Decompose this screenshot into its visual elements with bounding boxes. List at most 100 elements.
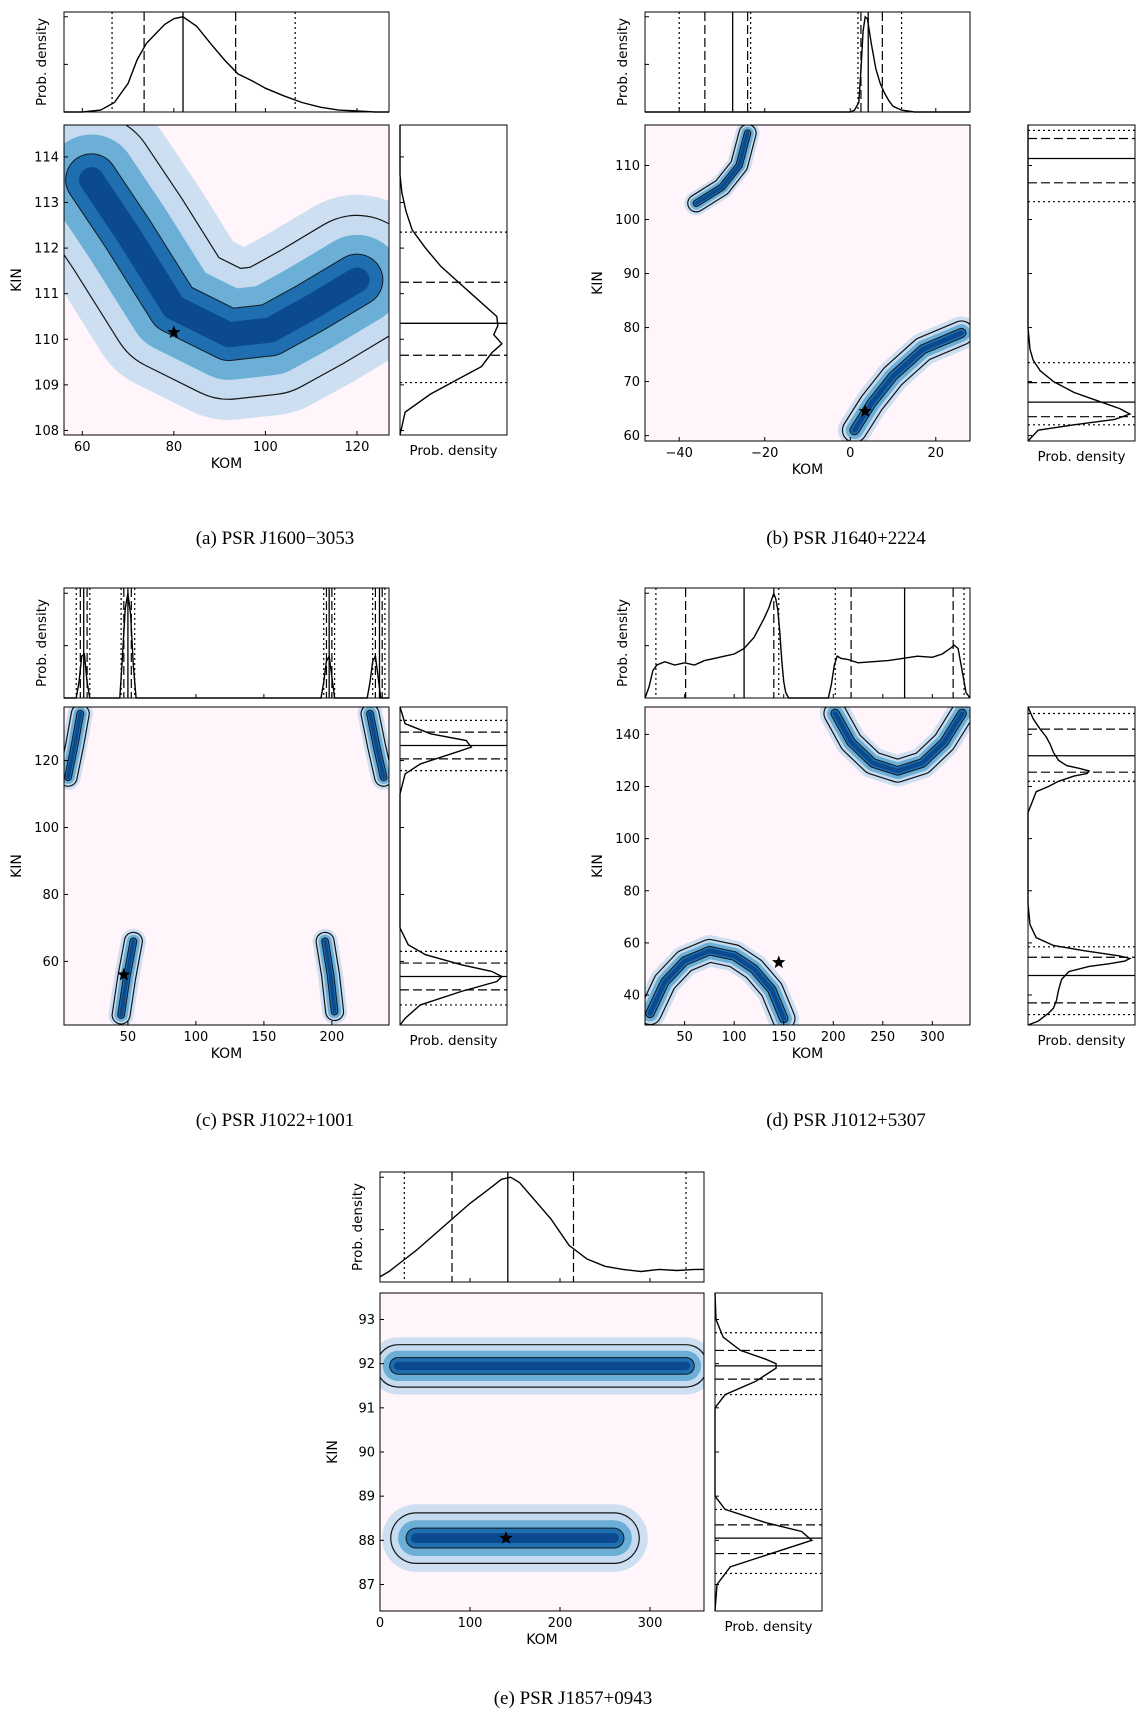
right-marginal-density-curve xyxy=(1027,125,1132,442)
right-marginal-density-curve xyxy=(1027,706,1132,1026)
x-tick-label: 300 xyxy=(638,1616,663,1631)
y-tick-label: 91 xyxy=(358,1401,375,1416)
top-marginal-density-curve xyxy=(379,1176,704,1278)
top-marginal-density-curve xyxy=(64,593,389,699)
x-tick-label: 250 xyxy=(870,1030,895,1045)
true-value-star xyxy=(499,1531,513,1544)
y-tick-label: 111 xyxy=(34,287,59,302)
right-marginal-xlabel: Prob. density xyxy=(409,443,497,459)
y-tick-label: 100 xyxy=(34,821,59,836)
main-axes-frame xyxy=(63,124,390,436)
y-tick-label: 100 xyxy=(615,832,640,847)
y-tick-label: 140 xyxy=(615,728,640,743)
corner-plot-e: 0 100 200 300 87 88 89 90 91 92 93 KOM KIN Prob. dens… xyxy=(325,1171,823,1648)
density-max xyxy=(368,711,386,780)
x-axis-label: KOM xyxy=(792,1046,824,1062)
true-value-star xyxy=(772,955,786,969)
y-tick-label: 109 xyxy=(34,378,59,393)
x-axis-label: KOM xyxy=(792,462,824,478)
x-tick-label: 300 xyxy=(920,1030,945,1045)
density-region xyxy=(645,707,970,1025)
top-marginal-ylabel: Prob. density xyxy=(34,599,50,687)
x-tick-label: 50 xyxy=(676,1030,693,1045)
caption-d: (d) PSR J1012+5307 xyxy=(766,1110,926,1131)
top-marginal-frame xyxy=(379,1171,705,1283)
y-axis-label: KIN xyxy=(590,854,606,878)
right-marginal-frame xyxy=(1027,706,1136,1026)
x-tick-label: 200 xyxy=(319,1030,344,1045)
y-tick-label: 90 xyxy=(358,1446,375,1461)
top-marginal-density-curve xyxy=(64,16,389,113)
top-marginal-ylabel: Prob. density xyxy=(350,1183,366,1271)
density-max xyxy=(647,948,786,1021)
x-tick-label: 120 xyxy=(345,440,370,455)
caption-a: (a) PSR J1600−3053 xyxy=(195,528,355,549)
y-tick-label: 80 xyxy=(623,321,640,336)
density-max xyxy=(78,167,370,348)
right-marginal-xlabel: Prob. density xyxy=(1037,449,1125,465)
x-tick-label: 60 xyxy=(74,440,91,455)
right-marginal-density-curve xyxy=(399,125,503,436)
y-tick-label: 60 xyxy=(623,936,640,951)
x-tick-label: 100 xyxy=(722,1030,747,1045)
y-tick-label: 120 xyxy=(34,754,59,769)
right-marginal-density-curve xyxy=(714,1292,814,1612)
y-axis-label: KIN xyxy=(9,854,25,878)
y-tick-label: 100 xyxy=(615,213,640,228)
y-tick-label: 120 xyxy=(615,780,640,795)
x-tick-label: 50 xyxy=(120,1030,137,1045)
main-axes-frame xyxy=(644,706,971,1026)
x-tick-label: 20 xyxy=(928,446,945,461)
density-max xyxy=(832,711,965,774)
main-axes-frame xyxy=(644,124,971,442)
y-tick-label: 60 xyxy=(623,429,640,444)
x-tick-label: 0 xyxy=(376,1616,384,1631)
x-tick-label: 100 xyxy=(458,1616,483,1631)
x-tick-label: 200 xyxy=(548,1616,573,1631)
right-marginal-frame xyxy=(714,1292,823,1612)
right-marginal-frame xyxy=(1027,124,1136,442)
x-tick-label: 0 xyxy=(846,446,854,461)
density-region xyxy=(64,125,389,420)
y-tick-label: 60 xyxy=(42,955,59,970)
y-tick-label: 70 xyxy=(623,375,640,390)
x-tick-label: 80 xyxy=(166,440,183,455)
y-tick-label: 112 xyxy=(34,242,59,257)
top-marginal-frame xyxy=(63,587,390,699)
density-max xyxy=(323,939,337,1014)
x-tick-label: 150 xyxy=(771,1030,796,1045)
top-marginal-frame xyxy=(63,11,390,113)
top-marginal-density-curve xyxy=(645,15,970,113)
true-value-star xyxy=(117,967,131,981)
y-axis-label: KIN xyxy=(325,1440,341,1464)
top-marginal-density-curve xyxy=(644,591,971,699)
x-tick-label: 100 xyxy=(183,1030,208,1045)
x-tick-label: 100 xyxy=(253,440,278,455)
y-tick-label: 87 xyxy=(358,1578,375,1593)
corner-plot-d: 50 100 150 200 250 300 40 60 80 100 120 140 KOM KIN Pr… xyxy=(590,587,1136,1062)
y-tick-label: 108 xyxy=(34,424,59,439)
x-axis-label: KOM xyxy=(526,1632,558,1648)
top-marginal-ylabel: Prob. density xyxy=(34,18,50,106)
x-tick-label: −20 xyxy=(751,446,778,461)
density-max xyxy=(694,131,750,206)
x-axis-label: KOM xyxy=(211,456,243,472)
x-tick-label: 200 xyxy=(821,1030,846,1045)
heatmap-background xyxy=(645,125,970,441)
corner-plot-b: −40 −20 0 20 60 70 80 90 100 110 KOM KIN Prob. densi… xyxy=(590,11,1136,478)
right-marginal-xlabel: Prob. density xyxy=(409,1033,497,1049)
caption-e: (e) PSR J1857+0943 xyxy=(493,1688,653,1709)
top-marginal-frame xyxy=(644,11,971,113)
x-axis-label: KOM xyxy=(211,1046,243,1062)
caption-b: (b) PSR J1640+2224 xyxy=(766,528,926,549)
y-tick-label: 40 xyxy=(623,989,640,1004)
y-tick-label: 113 xyxy=(34,196,59,211)
corner-plot-a: 60 80 100 120 108 109 110 111 112 113 114 KOM KIN Pro… xyxy=(9,11,508,472)
top-marginal-ylabel: Prob. density xyxy=(615,18,631,106)
true-value-star xyxy=(858,404,872,417)
y-tick-label: 80 xyxy=(42,888,59,903)
y-tick-label: 80 xyxy=(623,884,640,899)
density-region xyxy=(64,707,389,1025)
y-tick-label: 93 xyxy=(358,1313,375,1328)
x-tick-label: −40 xyxy=(665,446,692,461)
